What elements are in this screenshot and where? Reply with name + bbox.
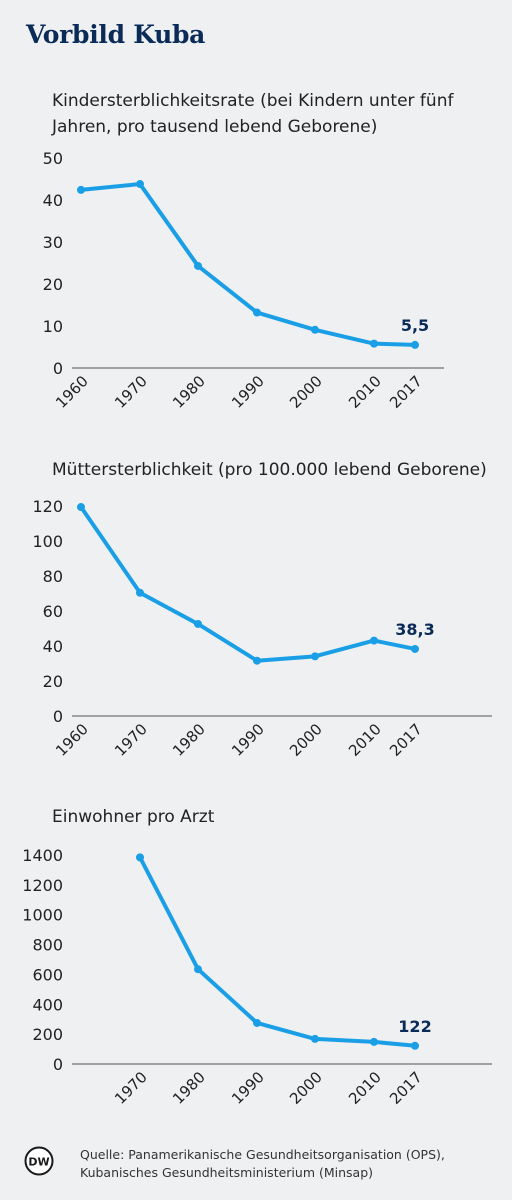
data-point [136, 180, 144, 189]
x-tick-label: 2010 [345, 1068, 385, 1108]
y-tick-label: 20 [43, 672, 63, 691]
x-tick-label: 1970 [111, 1068, 151, 1108]
x-tick-label: 1990 [228, 1068, 268, 1108]
y-tick-label: 30 [43, 233, 63, 252]
x-tick-label: 2000 [286, 720, 326, 760]
data-point [311, 652, 319, 661]
y-tick-label: 200 [32, 1025, 63, 1044]
x-tick-label: 1980 [169, 1068, 209, 1108]
data-point [136, 588, 144, 597]
data-point [77, 503, 85, 512]
y-tick-label: 600 [32, 965, 63, 984]
y-tick-label: 40 [43, 637, 63, 656]
y-tick-label: 0 [53, 1055, 63, 1074]
maternal-mortality-chart: 0 20 40 60 80 100 120 1960 1970 1980 1990 2000 2010 2… [32, 497, 492, 760]
x-tick-label: 2010 [345, 372, 385, 412]
data-point [411, 1041, 419, 1050]
data-label: 5,5 [401, 316, 429, 335]
data-point [370, 1037, 378, 1046]
data-line [79, 505, 417, 663]
x-tick-label: 2000 [286, 1068, 326, 1108]
data-point [77, 185, 85, 194]
chart-3-title: Einwohner pro Arzt [52, 807, 215, 827]
x-tick-label: 1980 [169, 720, 209, 760]
x-tick-label: 2017 [386, 720, 426, 760]
data-point [411, 644, 419, 653]
y-tick-label: 100 [32, 532, 63, 551]
x-tick-label: 1970 [111, 720, 151, 760]
y-tick-label: 80 [43, 567, 63, 586]
y-tick-label: 0 [53, 707, 63, 726]
y-tick-label: 120 [32, 497, 63, 516]
data-line [138, 855, 417, 1048]
page-title: Vorbild Kuba [26, 20, 206, 49]
x-tick-label: 1970 [111, 372, 151, 412]
y-tick-label: 50 [43, 149, 63, 168]
x-tick-label: 2017 [386, 1068, 426, 1108]
x-tick-label: 1990 [228, 720, 268, 760]
inhabitants-per-doctor-chart: 0 200 400 600 800 1000 1200 1400 1970 1980 1990 200… [22, 846, 492, 1108]
y-tick-label: 40 [43, 191, 63, 210]
child-mortality-chart: 0 10 20 30 40 50 1960 1970 1980 1990 2000 2010 2017 5… [43, 149, 444, 412]
x-tick-label: 1990 [228, 372, 268, 412]
y-tick-label: 1200 [22, 876, 63, 895]
y-tick-label: 400 [32, 995, 63, 1014]
x-tick-label: 1980 [169, 372, 209, 412]
data-point [253, 656, 261, 665]
y-tick-label: 60 [43, 602, 63, 621]
data-point [370, 636, 378, 645]
y-tick-label: 20 [43, 275, 63, 294]
y-tick-label: 10 [43, 317, 63, 336]
x-tick-label: 2010 [345, 720, 385, 760]
source-line-1: Quelle: Panamerikanische Gesundheitsorga… [80, 1147, 445, 1162]
y-tick-label: 800 [32, 936, 63, 955]
chart-1-title: Kindersterblichkeitsrate (bei Kindern un… [52, 91, 454, 137]
x-tick-label: 2017 [386, 372, 426, 412]
dw-logo-text: DW [28, 1156, 49, 1169]
data-label: 38,3 [395, 620, 434, 639]
y-tick-label: 0 [53, 359, 63, 378]
source-note: Quelle: Panamerikanische Gesundheitsorga… [80, 1146, 445, 1182]
y-tick-label: 1400 [22, 846, 63, 865]
dw-logo: DW [24, 1146, 54, 1176]
data-point [253, 308, 261, 317]
data-point [311, 325, 319, 334]
data-point [194, 619, 202, 628]
y-tick-label: 1000 [22, 906, 63, 925]
chart-2-title: Müttersterblichkeit (pro 100.000 lebend … [52, 460, 487, 480]
x-tick-label: 1960 [52, 720, 92, 760]
x-tick-label: 1960 [52, 372, 92, 412]
data-point [411, 340, 419, 349]
data-point [311, 1034, 319, 1043]
x-tick-label: 2000 [286, 372, 326, 412]
data-point [194, 261, 202, 270]
data-label: 122 [398, 1017, 431, 1036]
data-line [79, 182, 417, 347]
data-point [194, 965, 202, 974]
source-line-2: Kubanisches Gesundheitsministerium (Mins… [80, 1165, 374, 1180]
data-point [253, 1018, 261, 1027]
data-point [370, 339, 378, 348]
data-point [136, 853, 144, 862]
